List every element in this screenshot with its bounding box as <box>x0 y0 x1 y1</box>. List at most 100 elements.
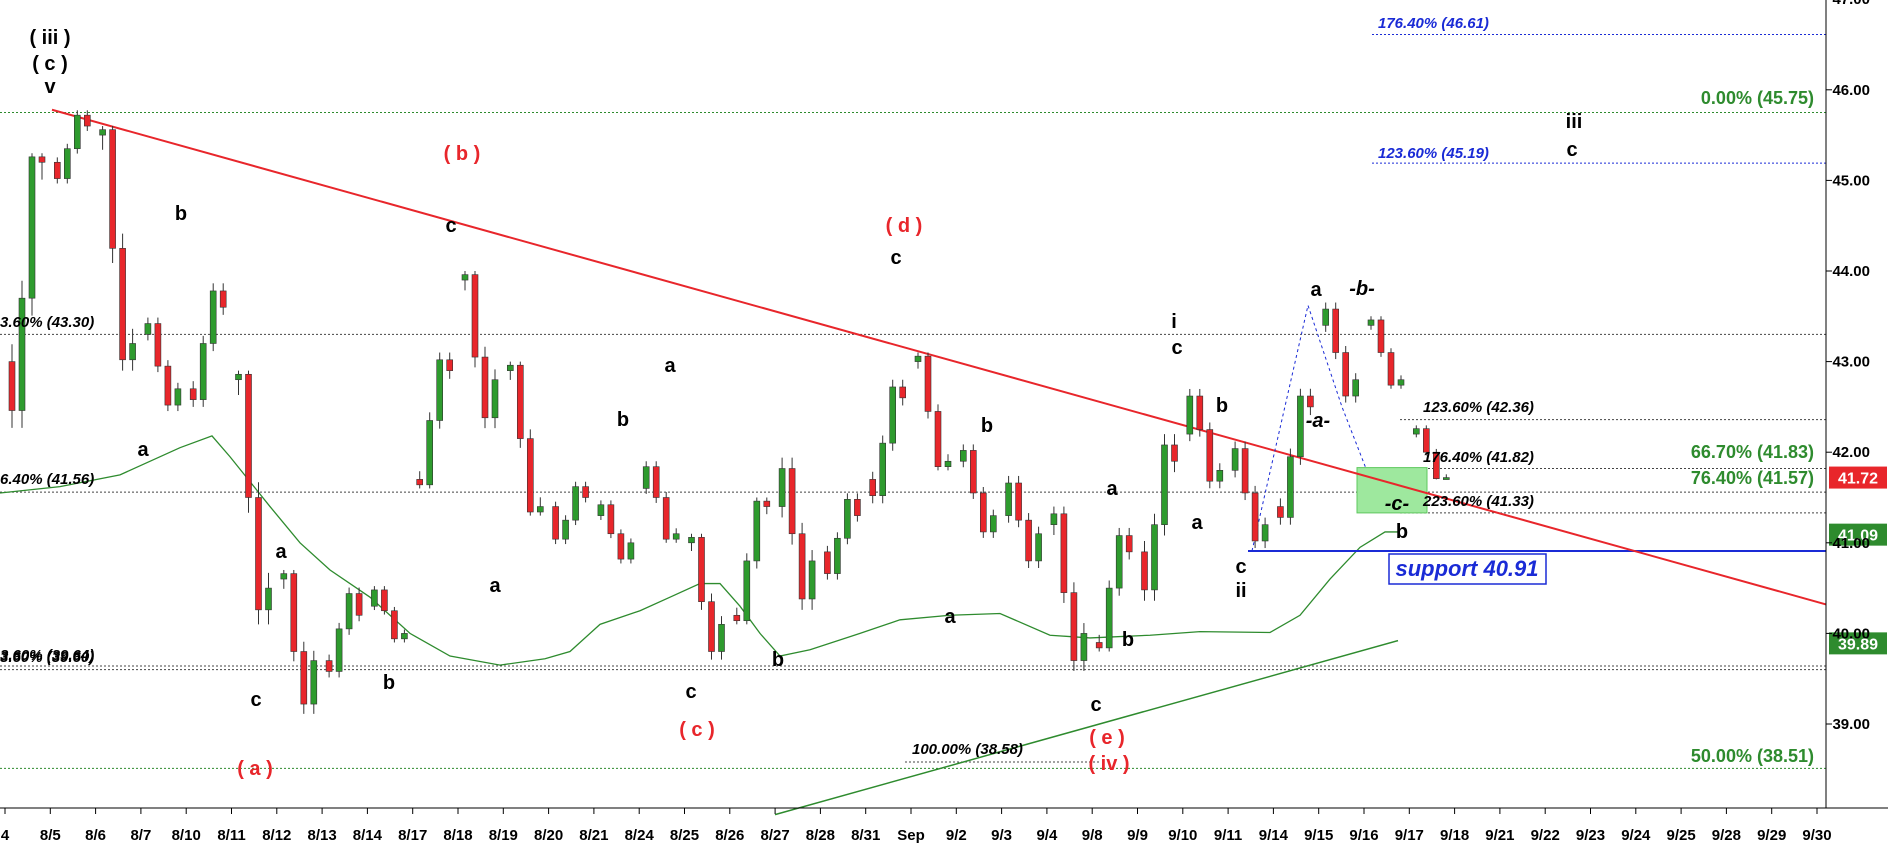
candle-body <box>754 501 760 561</box>
candle-body <box>482 357 488 418</box>
candle-body <box>779 469 785 507</box>
wave-label: c <box>890 247 901 269</box>
candle-body <box>744 561 750 621</box>
candle-body <box>527 439 533 512</box>
candle-body <box>890 387 896 443</box>
moving-averages <box>0 436 1400 815</box>
candle-body <box>472 275 478 357</box>
wave-label: b <box>1216 395 1228 417</box>
candle-body <box>799 534 805 599</box>
x-tick-label: 9/30 <box>1802 827 1831 844</box>
wave-label: ( iii ) <box>29 27 70 49</box>
x-tick-label: 9/16 <box>1349 827 1378 844</box>
x-tick-label: 8/20 <box>534 827 563 844</box>
candle-body <box>1096 642 1102 647</box>
fib-label: 123.60% (45.19) <box>1378 145 1489 162</box>
wave-label: a <box>1106 478 1118 500</box>
candle-body <box>1262 525 1268 541</box>
x-tick-label: 9/25 <box>1666 827 1695 844</box>
grid-lines <box>0 35 1826 769</box>
candle-body <box>100 130 106 135</box>
candle-body <box>1388 353 1394 386</box>
x-tick-label: 9/14 <box>1259 827 1289 844</box>
x-tick-label: 4 <box>1 827 10 844</box>
candle-body <box>1152 525 1158 590</box>
x-tick-label: 9/8 <box>1082 827 1103 844</box>
candle-body <box>1343 353 1349 396</box>
y-tick-label: 47.00 <box>1832 0 1870 8</box>
candle-body <box>1142 552 1148 590</box>
candle-body <box>1016 483 1022 520</box>
candle-body <box>1197 396 1203 430</box>
candle-body <box>945 461 951 466</box>
wave-label: c <box>1090 694 1101 716</box>
candle-body <box>618 534 624 559</box>
wave-label: ii <box>1235 580 1246 602</box>
candle-body <box>246 374 252 497</box>
candlesticks <box>9 110 1449 714</box>
wave-label: iii <box>1566 111 1583 133</box>
candle-body <box>854 499 860 515</box>
x-tick-label: 8/31 <box>851 827 880 844</box>
x-tick-label: 9/4 <box>1036 827 1058 844</box>
candle-body <box>608 505 614 534</box>
wave-label: ( iv ) <box>1088 753 1129 775</box>
candle-body <box>1333 309 1339 352</box>
candle-body <box>9 362 15 411</box>
candle-body <box>1287 457 1293 518</box>
candle-body <box>291 574 297 652</box>
x-tick-label: 9/3 <box>991 827 1012 844</box>
y-tick-label: 45.00 <box>1832 172 1870 189</box>
candle-body <box>643 467 649 489</box>
candle-body <box>110 130 116 249</box>
fib-label: 0.00% (45.75) <box>1701 88 1814 108</box>
candle-body <box>960 450 966 461</box>
candle-body <box>210 291 216 344</box>
candle-body <box>1126 536 1132 552</box>
wave-label: ( e ) <box>1089 727 1125 749</box>
wave-label: b <box>981 415 993 437</box>
candle-body <box>628 543 634 559</box>
candle-body <box>417 479 423 484</box>
fib-label: 76.40% (41.57) <box>1691 468 1814 488</box>
wave-label: a <box>1310 279 1322 301</box>
candle-body <box>175 389 181 405</box>
wave-label: a <box>1191 512 1203 534</box>
x-tick-label: 8/27 <box>760 827 789 844</box>
candle-body <box>517 365 523 438</box>
candle-body <box>900 387 906 398</box>
candle-body <box>935 411 941 466</box>
candle-body <box>1026 520 1032 561</box>
wave-label: a <box>489 575 501 597</box>
x-tick-label: 9/22 <box>1531 827 1560 844</box>
wave-label: i <box>1171 311 1177 333</box>
candle-body <box>145 324 151 335</box>
fib-label: 3.60% (43.30) <box>0 314 94 331</box>
x-tick-label: 9/2 <box>946 827 967 844</box>
candle-body <box>437 360 443 421</box>
candle-body <box>371 590 377 606</box>
candle-body <box>84 115 90 126</box>
candle-body <box>1398 380 1404 385</box>
candle-body <box>1443 478 1449 480</box>
candle-body <box>583 487 589 498</box>
x-tick-label: 8/11 <box>217 827 245 844</box>
candle-body <box>563 520 569 539</box>
y-tick-label: 42.00 <box>1832 444 1870 461</box>
x-tick-label: 8/14 <box>353 827 383 844</box>
candle-body <box>709 602 715 652</box>
fib-label: 123.60% (42.36) <box>1423 399 1534 416</box>
x-tick-label: 9/17 <box>1395 827 1424 844</box>
wave-label: ( c ) <box>32 53 68 75</box>
candle-body <box>39 157 45 162</box>
candle-body <box>824 552 830 574</box>
candle-body <box>915 356 921 361</box>
x-tick-label: 9/23 <box>1576 827 1605 844</box>
x-tick-label: Sep <box>897 827 925 844</box>
long-moving-average <box>775 641 1398 815</box>
y-tick-label: 44.00 <box>1832 263 1870 280</box>
wave-label: b <box>772 649 784 671</box>
x-tick-label: 9/10 <box>1168 827 1197 844</box>
wave-label: c <box>1171 337 1182 359</box>
